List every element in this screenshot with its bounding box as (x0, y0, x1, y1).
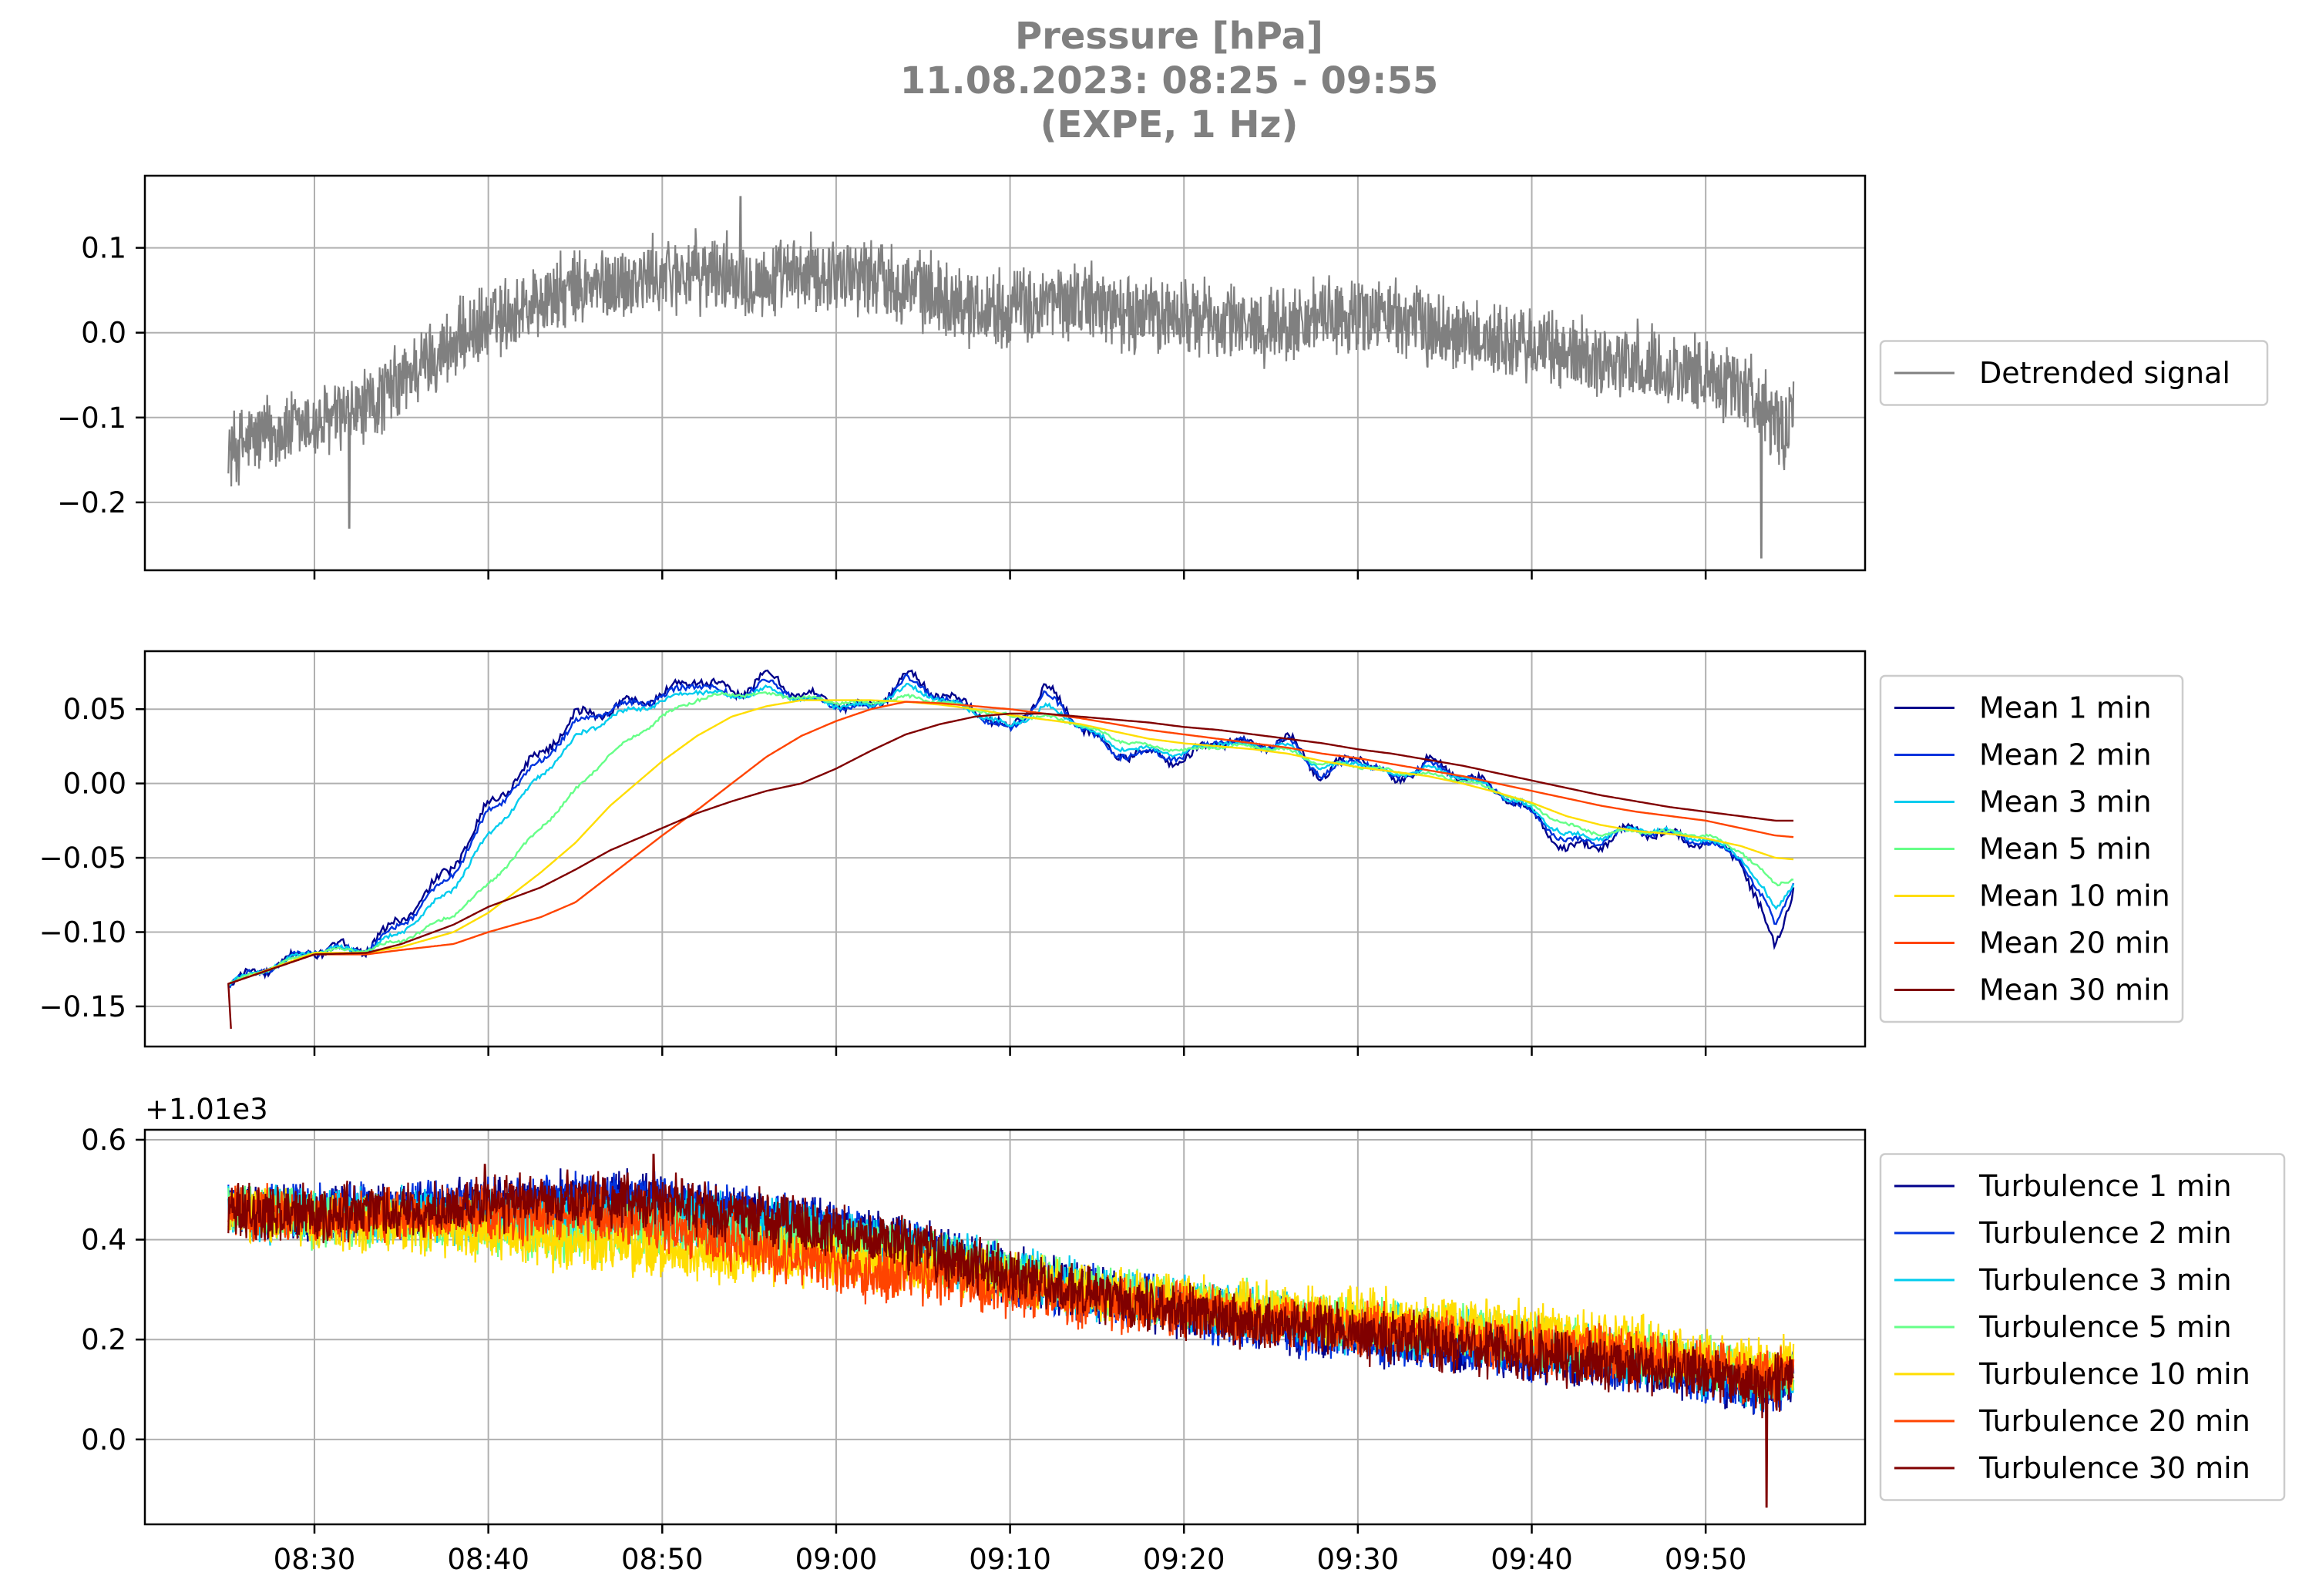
y-tick-label: 0.0 (81, 1423, 126, 1457)
legend-frame (1879, 674, 2184, 1023)
y-tick-label: 0.1 (81, 232, 126, 265)
turbulence-panel: +1.01e3 08:30 08:40 08:50 09:00 09:10 09:20 09:… (81, 1093, 2286, 1576)
series-mean-20-min (227, 701, 1794, 985)
x-tick-label: 09:40 (1491, 1543, 1573, 1576)
y-tick-label: 0.0 (81, 317, 126, 350)
y-tick-label: −0.05 (39, 842, 126, 875)
plot-area (227, 669, 1795, 1029)
legend-entry: Turbulence 1 min (1978, 1169, 2232, 1203)
y-tick-label: −0.2 (57, 486, 126, 519)
y-tick-label: 0.4 (81, 1224, 126, 1257)
x-tick-label: 08:30 (274, 1543, 356, 1576)
y-tick-label: −0.1 (57, 402, 126, 435)
y-offset-label: +1.01e3 (145, 1093, 268, 1126)
series-mean-2-min (227, 673, 1795, 989)
legend-entry: Mean 10 min (1979, 879, 2170, 913)
axes-frame (143, 650, 1867, 1048)
y-tick-label: −0.15 (39, 990, 126, 1023)
y-tick-label: 0.6 (81, 1124, 126, 1157)
legend-entry: Mean 3 min (1979, 785, 2152, 819)
x-tick-label: 09:00 (795, 1543, 878, 1576)
legend-entry: Turbulence 30 min (1978, 1451, 2250, 1485)
y-tick-label: 0.05 (63, 693, 126, 726)
figure-title-line-1: Pressure [hPa] (1015, 15, 1323, 58)
x-tick-label: 09:10 (969, 1543, 1051, 1576)
axes-frame (143, 1128, 1867, 1526)
axes-frame (143, 174, 1867, 572)
figure-title-line-2: 11.08.2023: 08:25 - 09:55 (900, 59, 1438, 102)
legend-entry: Turbulence 3 min (1978, 1263, 2232, 1297)
x-tick-label: 08:50 (621, 1543, 704, 1576)
series-mean-30-min (227, 712, 1794, 1029)
legend-entry: Turbulence 20 min (1978, 1404, 2250, 1438)
x-tick-label: 09:50 (1665, 1543, 1747, 1576)
figure-title-line-3: (EXPE, 1 Hz) (1040, 103, 1299, 146)
legend-entry: Turbulence 2 min (1978, 1216, 2232, 1250)
legend-entry: Detrended signal (1979, 356, 2230, 390)
legend: Turbulence 1 min Turbulence 2 min Turbulen… (1879, 1153, 2286, 1501)
y-tick-label: 0.2 (81, 1323, 126, 1356)
x-tick-label: 08:40 (447, 1543, 529, 1576)
legend-entry: Turbulence 5 min (1978, 1310, 2232, 1344)
series-turbulence-30-min (227, 1154, 1794, 1508)
series-mean-5-min (227, 691, 1794, 986)
legend: Detrended signal (1879, 340, 2269, 406)
x-tick-label: 09:20 (1143, 1543, 1225, 1576)
legend-entry: Turbulence 10 min (1978, 1357, 2250, 1391)
legend-frame (1879, 340, 2269, 406)
detrended-panel: 0.1 0.0 −0.1 −0.2 Detrended signal (57, 174, 2269, 580)
legend-entry: Mean 30 min (1979, 973, 2170, 1007)
series-mean-10-min (227, 699, 1794, 985)
y-tick-label: −0.10 (39, 916, 126, 949)
legend-entry: Mean 5 min (1979, 832, 2152, 866)
legend-entry: Mean 1 min (1979, 691, 2152, 725)
legend-entry: Mean 2 min (1979, 738, 2152, 772)
legend-entry: Mean 20 min (1979, 926, 2170, 960)
legend-frame (1879, 1153, 2286, 1501)
legend: Mean 1 min Mean 2 min Mean 3 min Mean 5 min… (1879, 674, 2184, 1023)
x-tick-label: 09:30 (1317, 1543, 1400, 1576)
means-panel: 0.05 0.00 −0.05 −0.10 −0.15 Mean 1 min Mean 2 … (39, 650, 2184, 1056)
series-detrended-signal (227, 196, 1795, 559)
series-mean-3-min (227, 682, 1795, 987)
plot-area (227, 1154, 1795, 1508)
y-tick-label: 0.00 (63, 768, 126, 801)
plot-area (227, 196, 1795, 559)
